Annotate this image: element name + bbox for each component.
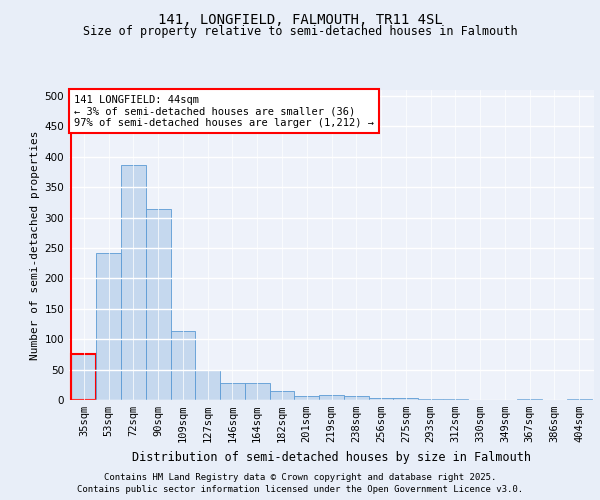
Y-axis label: Number of semi-detached properties: Number of semi-detached properties: [30, 130, 40, 360]
Bar: [146, 208, 170, 400]
Bar: [319, 395, 344, 400]
Text: 141, LONGFIELD, FALMOUTH, TR11 4SL: 141, LONGFIELD, FALMOUTH, TR11 4SL: [158, 12, 442, 26]
Bar: [368, 398, 394, 400]
Bar: [71, 354, 96, 400]
Bar: [220, 383, 245, 400]
Text: 141 LONGFIELD: 44sqm
← 3% of semi-detached houses are smaller (36)
97% of semi-d: 141 LONGFIELD: 44sqm ← 3% of semi-detach…: [74, 94, 374, 128]
Text: Size of property relative to semi-detached houses in Falmouth: Size of property relative to semi-detach…: [83, 25, 517, 38]
Bar: [394, 398, 418, 400]
Bar: [96, 253, 121, 400]
Bar: [195, 370, 220, 400]
Bar: [245, 383, 269, 400]
Bar: [269, 392, 295, 400]
Bar: [170, 332, 195, 400]
Text: Contains public sector information licensed under the Open Government Licence v3: Contains public sector information licen…: [77, 485, 523, 494]
Bar: [121, 165, 146, 400]
Bar: [567, 399, 592, 400]
Bar: [418, 399, 443, 400]
Bar: [344, 396, 368, 400]
X-axis label: Distribution of semi-detached houses by size in Falmouth: Distribution of semi-detached houses by …: [132, 450, 531, 464]
Text: Contains HM Land Registry data © Crown copyright and database right 2025.: Contains HM Land Registry data © Crown c…: [104, 472, 496, 482]
Bar: [295, 396, 319, 400]
